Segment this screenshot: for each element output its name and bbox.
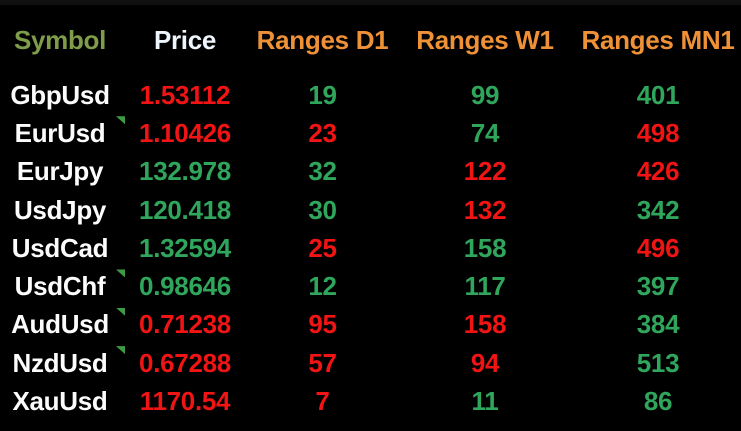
column-header-price: Price (153, 24, 217, 55)
top-strip (0, 0, 741, 5)
table-row[interactable]: XauUsd 1170.54 7 11 86 (0, 382, 741, 420)
price-cell: 1.32594 (139, 232, 231, 263)
price-cell: 120.418 (139, 194, 231, 225)
table-row[interactable]: EurUsd 1.10426 23 74 498 (0, 114, 741, 152)
price-cell: 0.67288 (139, 347, 231, 378)
symbol-cell: AudUsd (11, 309, 109, 340)
range-d1-cell: 30 (308, 194, 337, 225)
range-w1-cell: 132 (463, 194, 507, 225)
range-w1-cell: 94 (470, 347, 500, 378)
range-mn1-cell: 498 (636, 117, 680, 148)
symbol-cell: XauUsd (12, 386, 108, 417)
price-cell: 1170.54 (139, 386, 231, 417)
range-d1-cell: 19 (308, 79, 337, 110)
table-row[interactable]: GbpUsd 1.53112 19 99 401 (0, 76, 741, 114)
symbol-cell: GbpUsd (10, 79, 110, 110)
table-row[interactable]: AudUsd 0.71238 95 158 384 (0, 306, 741, 344)
price-cell: 0.98646 (139, 271, 231, 302)
price-up-triangle-icon (116, 307, 125, 316)
price-up-triangle-icon (116, 346, 125, 355)
range-d1-cell: 25 (308, 232, 337, 263)
range-mn1-cell: 384 (636, 309, 680, 340)
table-body: GbpUsd 1.53112 19 99 401 EurUsd 1.10426 … (0, 76, 741, 421)
table-row[interactable]: UsdJpy 120.418 30 132 342 (0, 191, 741, 229)
price-cell: 1.53112 (139, 79, 231, 110)
column-header-ranges-w1: Ranges W1 (416, 24, 554, 55)
range-mn1-cell: 513 (636, 347, 680, 378)
table-row[interactable]: UsdCad 1.32594 25 158 496 (0, 229, 741, 267)
range-w1-cell: 99 (470, 79, 500, 110)
range-mn1-cell: 342 (636, 194, 680, 225)
symbol-cell: UsdChf (14, 271, 106, 302)
range-w1-cell: 158 (463, 232, 507, 263)
range-d1-cell: 95 (308, 309, 337, 340)
range-d1-cell: 23 (308, 117, 337, 148)
price-cell: 1.10426 (139, 117, 231, 148)
symbol-cell: UsdCad (11, 232, 109, 263)
range-w1-cell: 74 (470, 117, 500, 148)
column-header-symbol: Symbol (13, 24, 107, 55)
range-mn1-cell: 401 (636, 79, 680, 110)
price-up-triangle-icon (116, 269, 125, 278)
price-cell: 0.71238 (139, 309, 231, 340)
symbol-cell: EurJpy (16, 156, 104, 187)
price-cell: 132.978 (139, 156, 231, 187)
range-w1-cell: 158 (463, 309, 507, 340)
range-d1-cell: 7 (315, 386, 330, 417)
range-mn1-cell: 496 (636, 232, 680, 263)
symbol-cell: NzdUsd (12, 347, 108, 378)
range-mn1-cell: 86 (643, 386, 673, 417)
price-up-triangle-icon (116, 116, 125, 125)
range-w1-cell: 117 (464, 271, 506, 302)
symbol-cell: EurUsd (14, 117, 106, 148)
table-row[interactable]: NzdUsd 0.67288 57 94 513 (0, 344, 741, 382)
range-d1-cell: 57 (308, 347, 337, 378)
column-header-ranges-mn1: Ranges MN1 (581, 24, 735, 55)
range-w1-cell: 122 (463, 156, 507, 187)
range-w1-cell: 11 (471, 386, 499, 417)
column-header-ranges-d1: Ranges D1 (256, 24, 389, 55)
range-mn1-cell: 397 (636, 271, 680, 302)
table-header-row: Symbol Price Ranges D1 Ranges W1 Ranges … (0, 18, 741, 62)
table-row[interactable]: UsdChf 0.98646 12 117 397 (0, 267, 741, 305)
symbol-cell: UsdJpy (13, 194, 107, 225)
range-d1-cell: 32 (308, 156, 337, 187)
table-row[interactable]: EurJpy 132.978 32 122 426 (0, 153, 741, 191)
range-d1-cell: 12 (308, 271, 337, 302)
range-mn1-cell: 426 (636, 156, 680, 187)
